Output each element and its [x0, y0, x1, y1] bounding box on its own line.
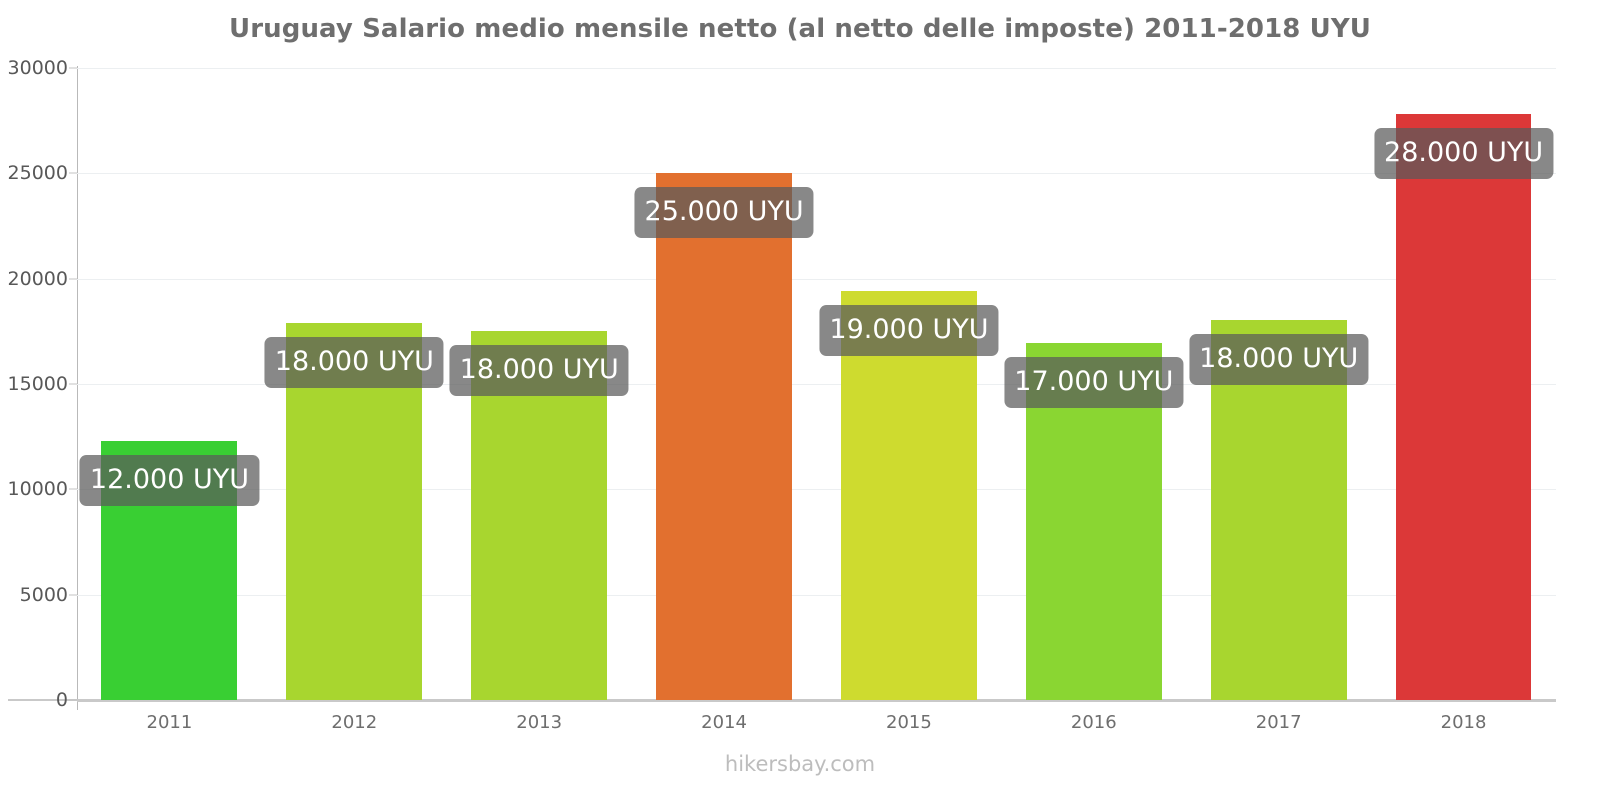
y-axis-tick-mark [69, 172, 77, 174]
gridline [77, 700, 1556, 702]
x-axis-tick-label: 2018 [1440, 712, 1487, 733]
bar-2013[interactable] [471, 331, 608, 700]
bar-2018[interactable] [1395, 114, 1532, 700]
bar-2011[interactable] [101, 440, 238, 700]
bar-2016[interactable] [1025, 342, 1162, 700]
y-axis-line [77, 66, 78, 710]
x-axis-tick-label: 2012 [331, 712, 378, 733]
chart-title: Uruguay Salario medio mensile netto (al … [228, 14, 1372, 44]
y-axis-tick-label: 30000 [7, 57, 68, 79]
footer-credit: hikersbay.com [724, 752, 876, 776]
gridline [77, 173, 1556, 175]
y-axis-tick-mark [69, 488, 77, 490]
bar-2012[interactable] [286, 322, 423, 700]
gridline [77, 489, 1556, 491]
x-axis-tick-label: 2016 [1070, 712, 1117, 733]
plot-area: 12.000 UYU 18.000 UYU 18.000 UYU 25.000 UYU… [69, 67, 1556, 702]
y-axis-tick-mark [69, 594, 77, 596]
bar-2017[interactable] [1210, 319, 1347, 700]
y-axis-tick-label: 20000 [7, 267, 68, 290]
x-axis-tick-label: 2013 [516, 712, 563, 733]
bar-2014[interactable] [656, 173, 792, 700]
y-axis-tick-label: 25000 [7, 162, 68, 185]
y-axis-tick-label: 0 [55, 689, 68, 711]
y-axis-tick-label: 15000 [7, 373, 68, 395]
x-axis-tick-label: 2015 [886, 712, 932, 733]
y-axis-tick-label: 10000 [7, 478, 68, 501]
y-axis-tick-mark [69, 383, 77, 385]
x-axis-tick-label: 2011 [146, 712, 193, 733]
y-axis-tick-mark [69, 278, 77, 280]
gridline [77, 278, 1556, 280]
gridline [77, 594, 1556, 596]
bar-2015[interactable] [840, 291, 977, 700]
y-axis-tick-mark [69, 67, 77, 69]
x-axis-tick-label: 2017 [1255, 712, 1302, 733]
gridline [77, 68, 1556, 69]
gridline [77, 384, 1556, 385]
y-axis-tick-mark [69, 699, 77, 701]
y-axis-tick-label: 5000 [19, 583, 68, 606]
x-axis-tick-label: 2014 [701, 712, 747, 733]
